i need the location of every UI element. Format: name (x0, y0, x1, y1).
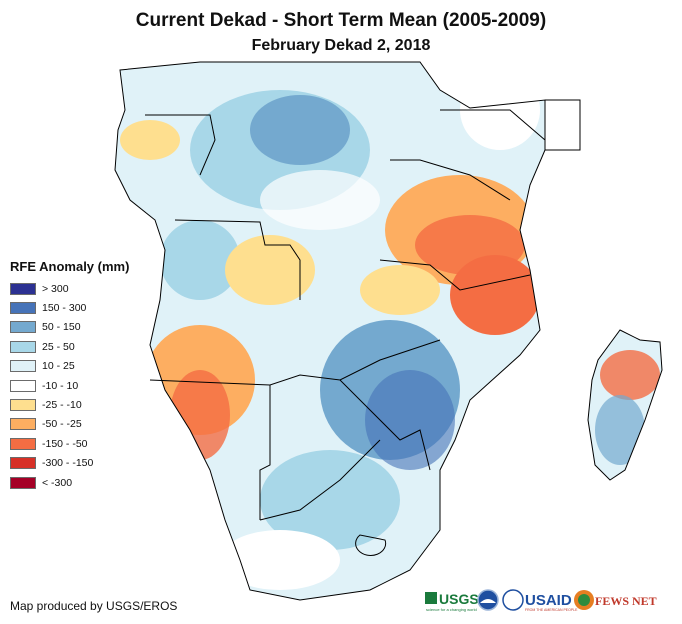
legend-swatch (10, 399, 36, 412)
map-credit: Map produced by USGS/EROS (10, 599, 178, 613)
noaa-bird-icon (480, 599, 496, 603)
legend-item: > 300 (10, 279, 129, 298)
noaa-logo (477, 589, 499, 611)
dry-region-gabon (120, 120, 180, 160)
border-mozambique-tanzania (379, 259, 531, 291)
wet-region-south-africa (260, 450, 400, 550)
map-title: Current Dekad - Short Term Mean (2005-20… (135, 10, 547, 31)
legend-label: < -300 (42, 476, 73, 489)
legend: RFE Anomaly (mm) > 300 150 - 300 50 - 150 2… (10, 259, 129, 492)
legend-title: RFE Anomaly (mm) (10, 259, 130, 274)
border-botswana-south-africa (259, 439, 381, 521)
border-namibia-botswana (259, 385, 271, 520)
legend-label: -10 - 10 (42, 379, 79, 392)
country-borders (114, 61, 663, 601)
legend-label: 10 - 25 (42, 360, 75, 373)
border-namibia-zambia (149, 339, 441, 386)
legend-item: 10 - 25 (10, 357, 129, 376)
dry-region-namibia-core (170, 370, 230, 460)
legend-label: > 300 (42, 282, 69, 295)
legend-label: 25 - 50 (42, 340, 75, 353)
wet-region-madagascar-south (595, 395, 645, 465)
legend-swatch (10, 340, 36, 353)
usaid-logo: USAID FROM THE AMERICAN PEOPLE (502, 589, 578, 612)
usgs-text: USGS (439, 591, 479, 607)
fews-text: FEWS NET (595, 594, 657, 608)
usgs-wave-icon (425, 592, 437, 604)
legend-item: -10 - 10 (10, 376, 129, 395)
usaid-text: USAID (525, 592, 572, 609)
legend-item: 25 - 50 (10, 337, 129, 356)
legend-label: -150 - -50 (42, 437, 88, 450)
border-somalia (545, 99, 581, 151)
legend-item: 50 - 150 (10, 318, 129, 337)
border-angola-drc (174, 219, 301, 300)
legend-item: -300 - -150 (10, 454, 129, 473)
legend-swatch (10, 418, 36, 431)
border-tanzania-north (390, 159, 511, 201)
border-ethiopia-kenya (440, 109, 546, 141)
usgs-logo: USGS science for a changing world (425, 591, 479, 612)
border-zimbabwe (339, 379, 431, 471)
wet-region-congo (250, 95, 350, 165)
legend-swatch (10, 321, 36, 334)
legend-item: < -300 (10, 473, 129, 492)
legend-item: -50 - -25 (10, 415, 129, 434)
dry-region-zambia-west (225, 235, 315, 305)
usgs-tagline: science for a changing world (426, 607, 477, 612)
legend-label: -50 - -25 (42, 418, 82, 431)
usaid-seal-icon (502, 589, 524, 611)
legend-swatch (10, 437, 36, 450)
usaid-tagline: FROM THE AMERICAN PEOPLE (525, 608, 578, 612)
legend-swatch (10, 282, 36, 295)
legend-label: -300 - -150 (42, 457, 94, 470)
legend-swatch (10, 457, 36, 470)
legend-label: -25 - -10 (42, 399, 82, 412)
legend-label: 50 - 150 (42, 321, 81, 334)
legend-item: -25 - -10 (10, 395, 129, 414)
legend-label: 150 - 300 (42, 302, 87, 315)
legend-swatch (10, 360, 36, 373)
wet-region-mozambique (365, 370, 455, 470)
legend-swatch (10, 302, 36, 315)
border-gabon (145, 114, 216, 176)
border-lesotho (355, 534, 387, 556)
legend-swatch (10, 476, 36, 489)
fews-net-logo: FEWS NET (574, 590, 657, 610)
dry-region-zambia-east (360, 265, 440, 315)
legend-swatch (10, 379, 36, 392)
madagascar-coastline (587, 329, 663, 481)
wet-region-angola-north (160, 220, 240, 300)
dry-region-madagascar-north (600, 350, 660, 400)
partner-logos: USGS science for a changing world USAID … (425, 589, 657, 612)
legend-item: -150 - -50 (10, 434, 129, 453)
fews-globe-land-icon (578, 594, 590, 606)
dry-region-mozambique-north (450, 255, 540, 335)
legend-item: 150 - 300 (10, 298, 129, 317)
map-subtitle: February Dekad 2, 2018 (251, 37, 431, 54)
neutral-region-cape (220, 530, 340, 590)
neutral-region-drc (260, 170, 380, 230)
